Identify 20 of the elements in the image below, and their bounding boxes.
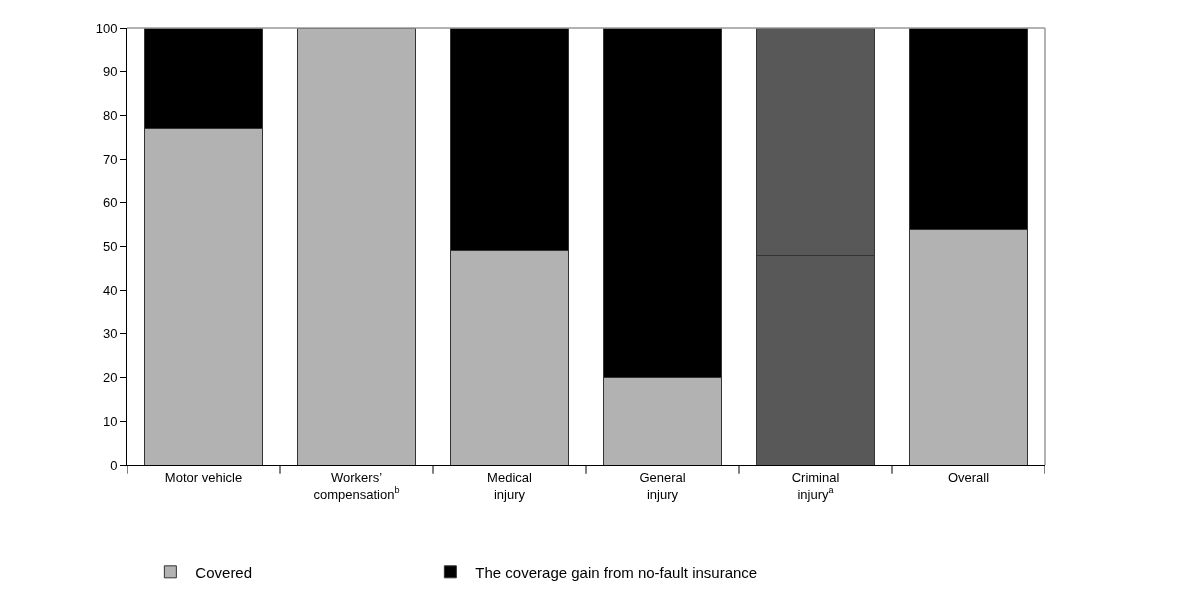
- x-tick-label: Criminal injury$^{a}$: [791, 469, 840, 502]
- y-tick-label: 20: [102, 370, 118, 386]
- y-tick-label: 30: [102, 326, 118, 342]
- bar: [297, 28, 416, 465]
- x-tick-label: Overall: [947, 469, 990, 485]
- legend-label: Covered: [195, 563, 253, 581]
- y-tick-label: 100: [95, 20, 118, 36]
- y-tick-label: 10: [102, 413, 118, 429]
- x-tick-label: General injury: [639, 469, 686, 502]
- x-tick-label: Medical injury: [487, 469, 533, 502]
- y-tick-label: 50: [102, 239, 118, 255]
- x-tick-label: Motor vehicle: [164, 469, 243, 485]
- legend-label: The coverage gain from no-fault insurance: [475, 563, 758, 581]
- y-tick-label: 40: [102, 282, 118, 298]
- y-tick-label: 80: [102, 107, 118, 123]
- y-tick-label: 0: [110, 457, 118, 473]
- y-tick-label: 70: [102, 151, 118, 167]
- y-tick-label: 90: [102, 64, 118, 80]
- x-tick-label: Workers’ compensation$^{b}$: [313, 469, 400, 502]
- y-tick-label: 60: [102, 195, 118, 211]
